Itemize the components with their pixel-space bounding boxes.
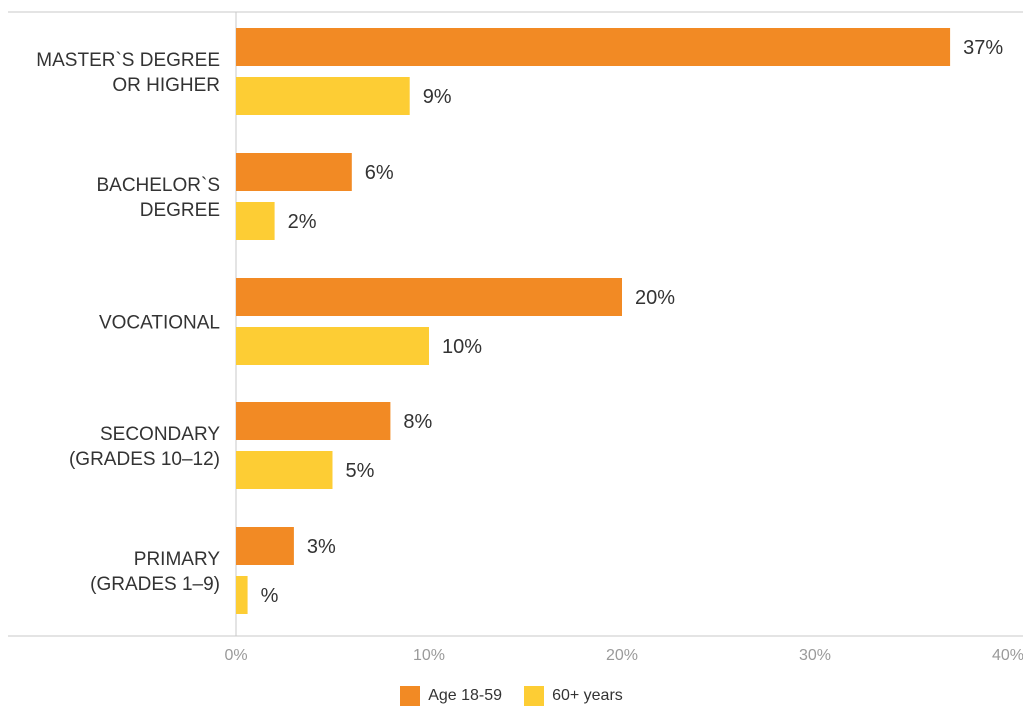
bar-age-18-59 — [236, 278, 622, 316]
legend-label-60-plus: 60+ years — [552, 687, 623, 704]
category-label: PRIMARY — [134, 549, 221, 570]
data-label: 37% — [963, 37, 1003, 59]
data-label: 8% — [403, 411, 432, 433]
category-label: (GRADES 1–9) — [90, 574, 220, 595]
category-label: SECONDARY — [100, 424, 220, 445]
category-label: BACHELOR`S — [96, 175, 220, 196]
data-label: 20% — [635, 287, 675, 309]
bar-age-18-59 — [236, 28, 951, 66]
category-label: DEGREE — [140, 200, 220, 221]
bar-60-plus — [236, 202, 275, 240]
legend-swatch-60-plus — [524, 686, 545, 706]
data-label: 5% — [346, 460, 375, 482]
data-label: 3% — [307, 536, 336, 558]
x-tick-label: 10% — [413, 647, 445, 664]
x-ticks-layer: 0% 10% 20% 30% 40% — [224, 647, 1023, 664]
data-label: 9% — [423, 86, 452, 108]
bar-60-plus — [236, 327, 429, 365]
category-label: MASTER`S DEGREE — [36, 50, 220, 71]
bar-60-plus — [236, 576, 248, 614]
legend-label-age-18-59: Age 18-59 — [428, 687, 503, 704]
labels-layer: MASTER`S DEGREE OR HIGHER 37% 9% BACHELOR`S D… — [36, 37, 1003, 607]
bar-age-18-59 — [236, 527, 294, 565]
legend-swatch-age-18-59 — [400, 686, 421, 706]
x-tick-label: 40% — [992, 647, 1023, 664]
x-tick-label: 20% — [606, 647, 638, 664]
category-label: (GRADES 10–12) — [69, 449, 220, 470]
bar-age-18-59 — [236, 153, 352, 191]
bar-60-plus — [236, 451, 333, 489]
legend-item-age-18-59: Age 18-59 — [400, 686, 502, 706]
bar-60-plus — [236, 77, 410, 115]
legend-item-60-plus: 60+ years — [524, 686, 623, 706]
category-label: VOCATIONAL — [99, 313, 220, 334]
legend: Age 18-59 60+ years — [0, 686, 1023, 706]
bars-layer — [236, 28, 951, 614]
data-label: 6% — [365, 162, 394, 184]
bar-age-18-59 — [236, 402, 391, 440]
data-label: 2% — [288, 211, 317, 233]
data-label: % — [261, 585, 279, 607]
x-tick-label: 0% — [224, 647, 247, 664]
category-label: OR HIGHER — [112, 75, 220, 96]
x-tick-label: 30% — [799, 647, 831, 664]
data-label: 10% — [442, 336, 482, 358]
